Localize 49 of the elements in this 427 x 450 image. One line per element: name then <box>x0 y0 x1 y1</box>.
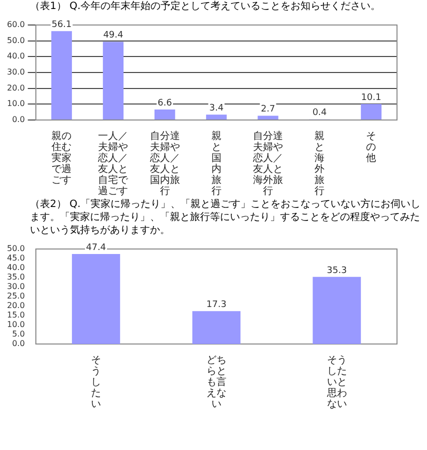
y-tick-label: 20.0 <box>7 301 25 310</box>
y-tick-label: 40.0 <box>7 263 25 272</box>
bar <box>192 311 240 344</box>
bar <box>154 110 176 120</box>
x-tick-label: 親の住む実家で過ごす <box>50 131 73 186</box>
y-tick-label: 5.0 <box>12 330 25 339</box>
bar <box>72 254 120 344</box>
x-tick-label: 親と国内旅行 <box>210 131 222 197</box>
data-label: 3.4 <box>209 103 224 114</box>
data-label: 10.1 <box>361 92 382 103</box>
data-label: 6.6 <box>158 98 172 108</box>
bar <box>360 104 382 120</box>
y-tick-label: 0.0 <box>12 115 25 124</box>
bar <box>102 42 124 120</box>
x-tick-label: 自分達夫婦や恋人／友人と国内旅行 <box>148 131 181 197</box>
x-tick-label: 一人／夫婦や恋人／友人と自宅で過ごす <box>97 131 130 197</box>
bar <box>258 116 278 120</box>
chart-title: （表1） Q.今年の年末年始の予定として考えていることをお知らせください。 <box>29 0 382 13</box>
data-label: 0.4 <box>312 108 328 118</box>
y-tick-label: 60.0 <box>7 20 25 30</box>
data-label: 35.3 <box>326 266 347 276</box>
y-tick-label: 40.0 <box>7 52 25 61</box>
data-label: 17.3 <box>206 300 226 310</box>
data-label: 49.4 <box>103 30 124 41</box>
y-tick-label: 35.0 <box>7 272 25 282</box>
data-label: 56.1 <box>52 20 72 30</box>
data-label: 47.4 <box>86 242 106 253</box>
bar <box>206 114 227 120</box>
x-tick-label: その他 <box>365 131 378 164</box>
y-tick-label: 50.0 <box>7 36 25 45</box>
x-tick-label: 親と海外旅行 <box>314 131 326 197</box>
data-label: 2.7 <box>260 104 276 115</box>
x-tick-label: 自分達夫婦や恋人／友人と海外旅行 <box>252 131 284 197</box>
y-tick-label: 30.0 <box>7 282 25 292</box>
x-tick-label: どちらとも言えない <box>205 355 228 410</box>
y-tick-label: 45.0 <box>7 254 25 263</box>
y-tick-label: 25.0 <box>7 292 25 301</box>
bar <box>51 31 72 120</box>
bar <box>312 276 361 344</box>
y-tick-label: 30.0 <box>7 68 25 77</box>
y-tick-label: 10.0 <box>7 99 25 108</box>
x-tick-label: そうしたいと思わない <box>326 355 348 410</box>
y-tick-label: 15.0 <box>7 310 25 320</box>
y-tick-label: 0.0 <box>12 339 25 348</box>
y-tick-label: 50.0 <box>7 244 25 254</box>
y-tick-label: 10.0 <box>7 320 25 330</box>
y-tick-label: 20.0 <box>7 83 25 92</box>
chart-title: （表2） Q.「実家に帰ったり」、「親と過ごす」ことをおこなっていない方にお伺いします。「実家に帰ったり」、「親と旅行等にいったり」することをどの程度やってみたいという気持ちがありますか。 <box>29 198 422 237</box>
x-tick-label: そうしたい <box>90 355 102 410</box>
